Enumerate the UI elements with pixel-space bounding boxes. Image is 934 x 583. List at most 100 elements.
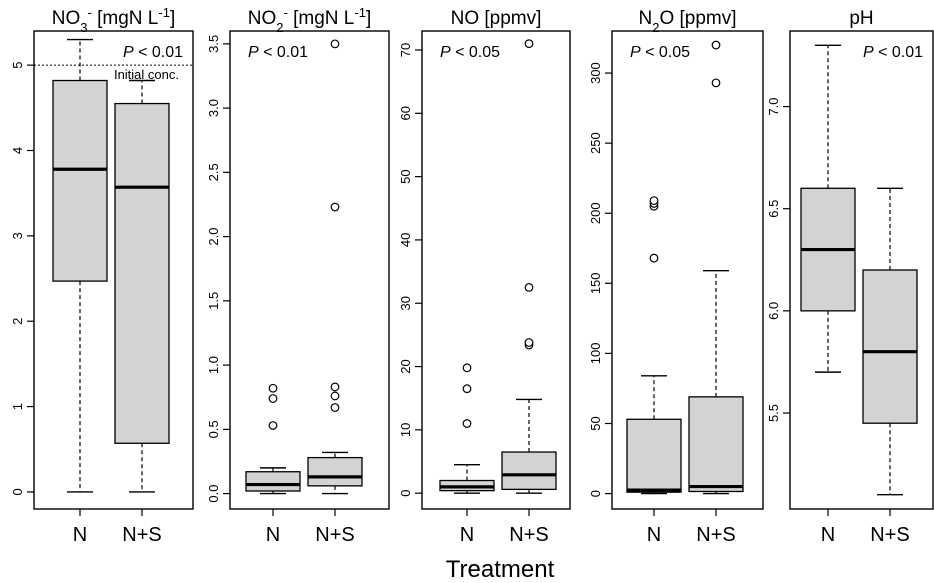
y-tick-label: 50: [398, 169, 413, 183]
box-iqr: [52, 79, 108, 282]
y-tick-label: 40: [398, 233, 413, 247]
outlier-point: [462, 384, 472, 394]
panel-frame: [33, 30, 194, 510]
y-tick-label: 0: [10, 488, 25, 495]
outlier-point: [462, 363, 472, 373]
x-category-label: N: [266, 524, 280, 546]
x-category-label: N+S: [315, 524, 354, 546]
y-tick-label: 50: [588, 416, 603, 430]
y-tick-label: 200: [588, 202, 603, 224]
panel-title: N2O [ppmv]: [638, 8, 736, 35]
y-tick-label: 70: [398, 43, 413, 57]
box-iqr: [501, 451, 557, 491]
box-iqr: [688, 396, 744, 493]
y-tick-label: 7.0: [766, 98, 781, 116]
y-tick-label: 0: [588, 490, 603, 497]
y-tick-label: 3: [10, 232, 25, 239]
y-tick-label: 60: [398, 106, 413, 120]
box-N+S: [114, 79, 170, 493]
outlier-point: [711, 40, 721, 50]
y-tick-label: 6.5: [766, 200, 781, 218]
box-N+S: [688, 40, 744, 495]
y-tick-label: 2: [10, 318, 25, 325]
outlier-point: [524, 283, 534, 292]
y-tick-label: 2.5: [206, 163, 221, 181]
box-N+S: [307, 39, 363, 495]
panel-2: NO2- [mgN L-1] 0.0 0.5 1.0 1.5 2.0 2.5 3.0 3.5 N N…: [206, 5, 390, 546]
y-tick-label: 0.5: [206, 420, 221, 438]
panel-title: NO2- [mgN L-1]: [248, 5, 371, 35]
y-tick-label: 1: [10, 403, 25, 410]
outlier-point: [330, 382, 340, 392]
panel-1: NO3- [mgN L-1] 0 1 2 3 4 5 Initial conc. N N+S P <…: [10, 5, 194, 546]
outlier-point: [268, 394, 278, 403]
p-value-label: P < 0.05: [440, 44, 500, 61]
box-N+S: [862, 187, 918, 496]
outlier-point: [649, 196, 659, 206]
panel-title: pH: [849, 8, 873, 29]
outlier-point: [711, 78, 721, 88]
x-category-label: N: [73, 524, 87, 546]
panel-frame: [229, 30, 390, 510]
panel-title: NO [ppmv]: [451, 8, 542, 29]
p-value-label: P < 0.05: [630, 44, 690, 61]
box-N: [52, 38, 108, 493]
panel-frame: [421, 30, 571, 510]
y-tick-label: 2.0: [206, 228, 221, 246]
y-tick-label: 5: [10, 62, 25, 69]
reference-line-label: Initial conc.: [114, 67, 179, 82]
y-tick-label: 30: [398, 296, 413, 310]
x-category-label: N+S: [696, 524, 735, 546]
box-N: [626, 196, 682, 495]
x-category-label: N+S: [870, 524, 909, 546]
y-tick-label: 4: [10, 147, 25, 154]
x-category-label: N: [460, 524, 474, 546]
box-N: [245, 383, 301, 495]
y-tick-label: 10: [398, 423, 413, 437]
outlier-point: [330, 391, 340, 401]
panel-frame: [789, 30, 934, 510]
y-tick-label: 3.5: [206, 35, 221, 53]
box-N: [439, 363, 495, 494]
outlier-point: [268, 421, 278, 430]
y-tick-label: 1.0: [206, 356, 221, 374]
x-axis-label: Treatment: [446, 556, 555, 583]
outlier-point: [649, 253, 659, 263]
panel-4: N2O [ppmv] 0 50 100 150 200 250 300 N N+S P < 0.05: [588, 8, 764, 546]
p-value-label: P < 0.01: [863, 44, 923, 61]
box-iqr: [245, 471, 301, 492]
y-tick-label: 6.0: [766, 302, 781, 320]
outlier-point: [330, 202, 340, 212]
x-category-label: N+S: [509, 524, 548, 546]
outlier-point: [462, 419, 472, 428]
box-iqr: [862, 269, 918, 424]
panel-3: NO [ppmv] 0 10 20 30 40 50 60 70 N N+S P < 0.05: [398, 8, 571, 546]
y-tick-label: 100: [588, 343, 603, 365]
panel-5: pH 5.5 6.0 6.5 7.0 N N+S P < 0.01: [766, 8, 934, 546]
y-tick-label: 0: [398, 490, 413, 497]
box-iqr: [626, 418, 682, 493]
y-tick-label: 0.0: [206, 485, 221, 503]
y-tick-label: 150: [588, 272, 603, 294]
x-category-label: N+S: [122, 524, 161, 546]
outlier-point: [524, 338, 534, 347]
p-value-label: P < 0.01: [123, 44, 183, 61]
panel-title: NO3- [mgN L-1]: [52, 5, 175, 35]
box-iqr: [307, 456, 363, 487]
outlier-point: [330, 39, 340, 49]
y-tick-label: 1.5: [206, 292, 221, 310]
x-category-label: N: [647, 524, 661, 546]
box-N: [800, 44, 856, 373]
outlier-point: [268, 383, 278, 393]
y-tick-label: 20: [398, 359, 413, 373]
y-tick-label: 5.5: [766, 404, 781, 422]
panel-frame: [611, 30, 764, 510]
y-tick-label: 250: [588, 132, 603, 154]
y-tick-label: 300: [588, 62, 603, 84]
p-value-label: P < 0.01: [248, 44, 308, 61]
outlier-point: [330, 403, 340, 412]
box-iqr: [114, 102, 170, 444]
y-tick-label: 3.0: [206, 99, 221, 117]
outlier-point: [524, 39, 534, 49]
